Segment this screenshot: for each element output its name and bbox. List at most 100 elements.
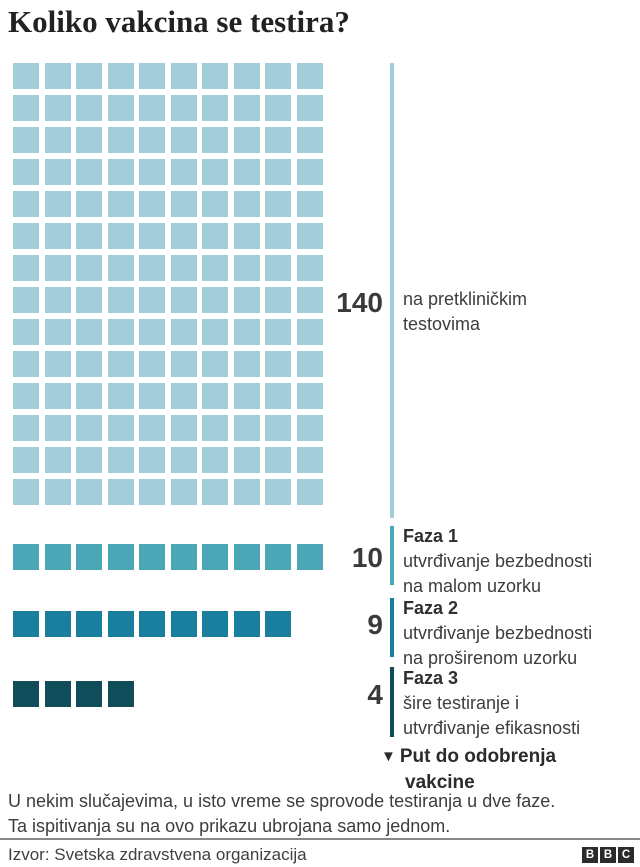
waffle-square <box>296 287 323 313</box>
waffle-square <box>202 611 228 637</box>
waffle-square <box>44 63 71 89</box>
waffle-square <box>44 479 71 505</box>
waffle-square <box>296 223 323 249</box>
waffle-square <box>13 223 39 249</box>
waffle-square <box>13 611 39 637</box>
phase-name: Faza 2 <box>403 598 459 618</box>
waffle-square <box>13 351 39 377</box>
waffle-square <box>44 255 71 281</box>
waffle-square <box>296 255 323 281</box>
waffle-square <box>296 479 323 505</box>
waffle-square <box>139 223 165 249</box>
waffle-square <box>44 287 71 313</box>
waffle-square <box>170 479 197 505</box>
waffle-square <box>265 127 291 153</box>
waffle-square <box>296 544 323 570</box>
waffle-square <box>44 223 71 249</box>
waffle-square <box>13 287 39 313</box>
waffle-square <box>107 255 134 281</box>
axis-segment-phase3 <box>390 667 394 737</box>
waffle-square <box>233 319 260 345</box>
waffle-square <box>202 415 228 441</box>
waffle-square <box>170 287 197 313</box>
waffle-square <box>265 255 291 281</box>
waffle-square <box>44 319 71 345</box>
waffle-square <box>107 63 134 89</box>
waffle-square <box>76 681 102 707</box>
waffle-square <box>76 611 102 637</box>
waffle-square <box>107 447 134 473</box>
waffle-square <box>139 191 165 217</box>
waffle-square <box>170 415 197 441</box>
waffle-square <box>265 191 291 217</box>
waffle-square <box>170 319 197 345</box>
count-phase2: 9 <box>367 609 383 640</box>
waffle-square <box>265 351 291 377</box>
waffle-square <box>107 287 134 313</box>
waffle-square <box>13 95 39 121</box>
bbc-logo-letter: B <box>582 847 598 863</box>
phase-name: Faza 3 <box>403 668 459 688</box>
waffle-square <box>233 95 260 121</box>
waffle-square <box>44 611 71 637</box>
label-preclinical: na pretkliničkim testovima <box>403 287 635 337</box>
waffle-square <box>13 191 39 217</box>
waffle-square <box>107 351 134 377</box>
count-preclinical: 140 <box>336 287 383 318</box>
waffle-square <box>296 63 323 89</box>
waffle-square <box>265 159 291 185</box>
waffle-square <box>202 544 228 570</box>
footnote: U nekim slučajevima, u isto vreme se spr… <box>8 789 632 839</box>
waffle-square <box>13 159 39 185</box>
chart-title: Koliko vakcina se testira? <box>8 4 350 39</box>
waffle-square <box>44 351 71 377</box>
waffle-row-phase3 <box>13 681 640 707</box>
label-line: na malom uzorku <box>403 576 542 596</box>
waffle-square <box>296 447 323 473</box>
waffle-square <box>170 191 197 217</box>
waffle-square <box>139 287 165 313</box>
waffle-square <box>76 287 102 313</box>
waffle-square <box>170 447 197 473</box>
waffle-row-phase2 <box>13 611 640 637</box>
waffle-square <box>296 351 323 377</box>
waffle-square <box>170 127 197 153</box>
waffle-square <box>107 544 134 570</box>
count-phase1: 10 <box>351 542 383 573</box>
waffle-square <box>202 383 228 409</box>
waffle-square <box>233 127 260 153</box>
waffle-square <box>233 383 260 409</box>
waffle-square <box>170 255 197 281</box>
approval-path-line1: Put do odobrenja <box>399 746 557 767</box>
waffle-square <box>233 544 260 570</box>
waffle-square <box>139 159 165 185</box>
waffle-square <box>139 319 165 345</box>
waffle-square <box>170 95 197 121</box>
approval-path-note: ▼ Put do odobrenja vakcine <box>381 744 631 795</box>
waffle-square <box>265 383 291 409</box>
waffle-square <box>170 159 197 185</box>
waffle-square <box>139 447 165 473</box>
waffle-square <box>107 681 134 707</box>
waffle-square <box>296 95 323 121</box>
label-phase3: Faza 3 šire testiranje i utvrđivanje efi… <box>403 666 635 741</box>
waffle-square <box>202 127 228 153</box>
waffle-square <box>202 63 228 89</box>
waffle-square <box>107 223 134 249</box>
approval-path-line2: vakcine <box>405 772 475 793</box>
waffle-square <box>13 255 39 281</box>
waffle-square <box>44 415 71 441</box>
waffle-square <box>202 255 228 281</box>
waffle-square <box>107 191 134 217</box>
waffle-square <box>202 95 228 121</box>
waffle-square <box>265 447 291 473</box>
waffle-square <box>202 159 228 185</box>
label-line: testovima <box>403 314 481 334</box>
waffle-square <box>233 415 260 441</box>
waffle-square <box>139 544 165 570</box>
waffle-square <box>44 127 71 153</box>
waffle-square <box>44 159 71 185</box>
waffle-square <box>170 383 197 409</box>
label-phase1: Faza 1 utvrđivanje bezbednosti na malom … <box>403 524 635 599</box>
waffle-square <box>76 415 102 441</box>
